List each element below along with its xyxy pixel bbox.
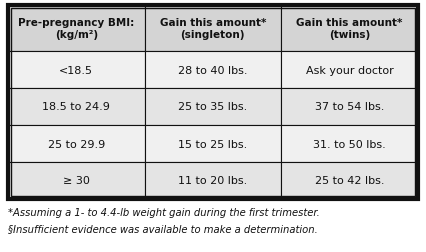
Text: 11 to 20 lbs.: 11 to 20 lbs. [178, 176, 248, 186]
Text: <18.5: <18.5 [59, 65, 93, 75]
Text: 37 to 54 lbs.: 37 to 54 lbs. [315, 102, 384, 112]
Text: Gain this amount*
(singleton): Gain this amount* (singleton) [160, 18, 266, 40]
Bar [11, 9, 415, 196]
Text: *Assuming a 1- to 4.4-lb weight gain during the first trimester.: *Assuming a 1- to 4.4-lb weight gain dur… [8, 207, 320, 217]
Text: Pre-pregnancy BMI:
(kg/m²): Pre-pregnancy BMI: (kg/m²) [18, 18, 134, 40]
Text: 25 to 35 lbs.: 25 to 35 lbs. [178, 102, 248, 112]
Bar [8, 6, 144, 52]
Bar [8, 162, 144, 199]
Bar [8, 52, 144, 89]
Text: 25 to 29.9: 25 to 29.9 [48, 139, 105, 149]
Bar [281, 6, 418, 52]
Text: Ask your doctor: Ask your doctor [305, 65, 393, 75]
Bar [281, 89, 418, 125]
Text: 28 to 40 lbs.: 28 to 40 lbs. [178, 65, 248, 75]
Bar [144, 52, 281, 89]
Bar [281, 162, 418, 199]
Text: 31. to 50 lbs.: 31. to 50 lbs. [313, 139, 386, 149]
Bar [144, 89, 281, 125]
Bar [8, 89, 144, 125]
Bar [144, 6, 281, 52]
Bar [281, 125, 418, 162]
Text: §Insufficient evidence was available to make a determination.: §Insufficient evidence was available to … [8, 223, 318, 233]
Bar [8, 6, 418, 199]
Text: Gain this amount*
(twins): Gain this amount* (twins) [296, 18, 403, 40]
Text: 18.5 to 24.9: 18.5 to 24.9 [42, 102, 110, 112]
Bar [144, 125, 281, 162]
Bar [144, 162, 281, 199]
Text: 25 to 42 lbs.: 25 to 42 lbs. [315, 176, 384, 186]
Bar [8, 125, 144, 162]
Text: ≥ 30: ≥ 30 [63, 176, 90, 186]
Bar [281, 52, 418, 89]
Text: 15 to 25 lbs.: 15 to 25 lbs. [178, 139, 248, 149]
